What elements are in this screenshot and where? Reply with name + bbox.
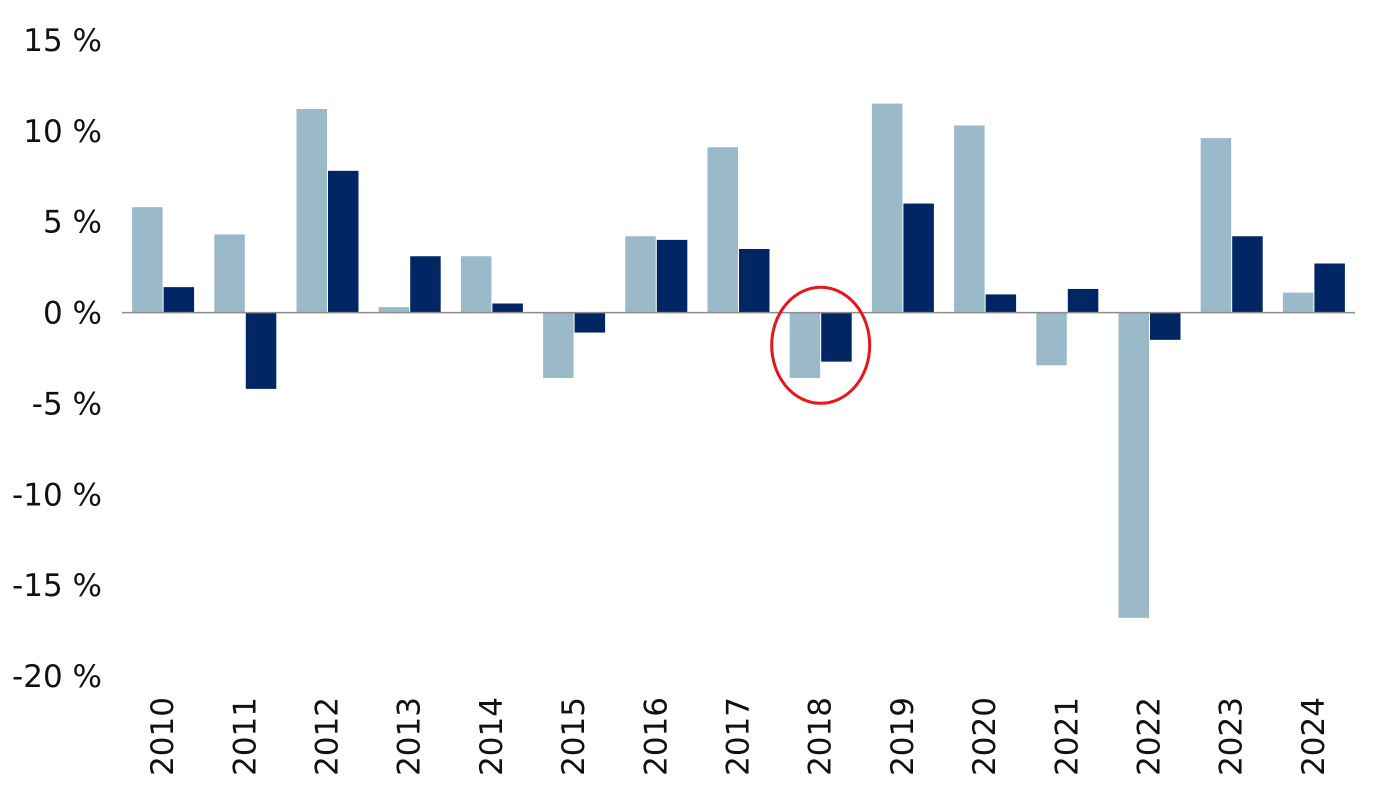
bar-series1-2023 — [1200, 138, 1232, 313]
bars-group — [132, 103, 1345, 618]
x-tick-label: 2015 — [556, 697, 592, 776]
bar-series2-2018 — [821, 312, 852, 362]
bar-series2-2024 — [1314, 263, 1345, 313]
bar-series2-2010 — [163, 287, 195, 313]
bar-series1-2014 — [460, 256, 492, 313]
x-tick-label: 2012 — [310, 697, 346, 776]
bar-series2-2021 — [1067, 288, 1099, 313]
x-tick-label: 2014 — [474, 697, 510, 776]
y-tick-label: -15 % — [12, 568, 102, 604]
x-tick-label: 2019 — [885, 697, 921, 776]
bar-series1-2012 — [296, 109, 327, 313]
bar-series1-2024 — [1282, 292, 1314, 313]
x-tick-label: 2016 — [638, 697, 674, 776]
x-tick-label: 2018 — [803, 697, 839, 776]
bar-series2-2013 — [410, 256, 441, 313]
y-tick-label: -10 % — [12, 477, 102, 513]
bar-series1-2015 — [543, 312, 574, 378]
x-tick-label: 2013 — [392, 697, 428, 776]
bar-series1-2011 — [214, 234, 245, 313]
y-tick-label: -20 % — [12, 659, 102, 695]
bar-series2-2019 — [903, 203, 934, 313]
bar-series2-2015 — [574, 312, 606, 333]
bar-series2-2014 — [492, 303, 523, 313]
y-tick-label: 0 % — [43, 296, 102, 332]
bar-series2-2023 — [1232, 236, 1263, 313]
x-tick-label: 2017 — [721, 697, 757, 776]
bar-series2-2016 — [656, 239, 688, 313]
x-tick-label: 2024 — [1296, 697, 1332, 776]
x-tick-label: 2011 — [227, 697, 263, 776]
bar-series2-2022 — [1150, 312, 1181, 340]
bar-series2-2012 — [328, 170, 359, 313]
y-tick-label: 15 % — [23, 23, 102, 59]
y-axis-tick-labels: 15 % 10 % 5 % 0 % -5 % -10 % -15 % -20 % — [12, 23, 102, 695]
x-axis-tick-labels: 2010 2011 2012 2013 2014 2015 2016 2017 2018 2019… — [145, 697, 1332, 776]
bar-series1-2021 — [1036, 312, 1067, 366]
x-tick-label: 2021 — [1049, 697, 1085, 776]
bar-series2-2020 — [985, 294, 1017, 313]
bar-series2-2017 — [739, 248, 770, 313]
bar-series1-2013 — [378, 307, 410, 313]
bar-series1-2016 — [625, 236, 656, 313]
y-tick-label: 10 % — [23, 114, 102, 150]
bar-series1-2010 — [132, 207, 163, 313]
bar-series1-2018 — [789, 312, 821, 378]
bar-series1-2017 — [707, 147, 738, 313]
bar-series1-2019 — [871, 103, 903, 313]
y-tick-label: 5 % — [43, 205, 102, 241]
bar-series1-2022 — [1118, 312, 1149, 618]
x-tick-label: 2020 — [967, 697, 1003, 776]
y-tick-label: -5 % — [32, 386, 102, 422]
bar-series1-2020 — [954, 125, 985, 313]
x-tick-label: 2022 — [1132, 697, 1168, 776]
bar-series2-2011 — [245, 312, 277, 389]
highlight-circle — [770, 285, 872, 405]
x-tick-label: 2010 — [145, 697, 181, 776]
x-tick-label: 2023 — [1214, 697, 1250, 776]
